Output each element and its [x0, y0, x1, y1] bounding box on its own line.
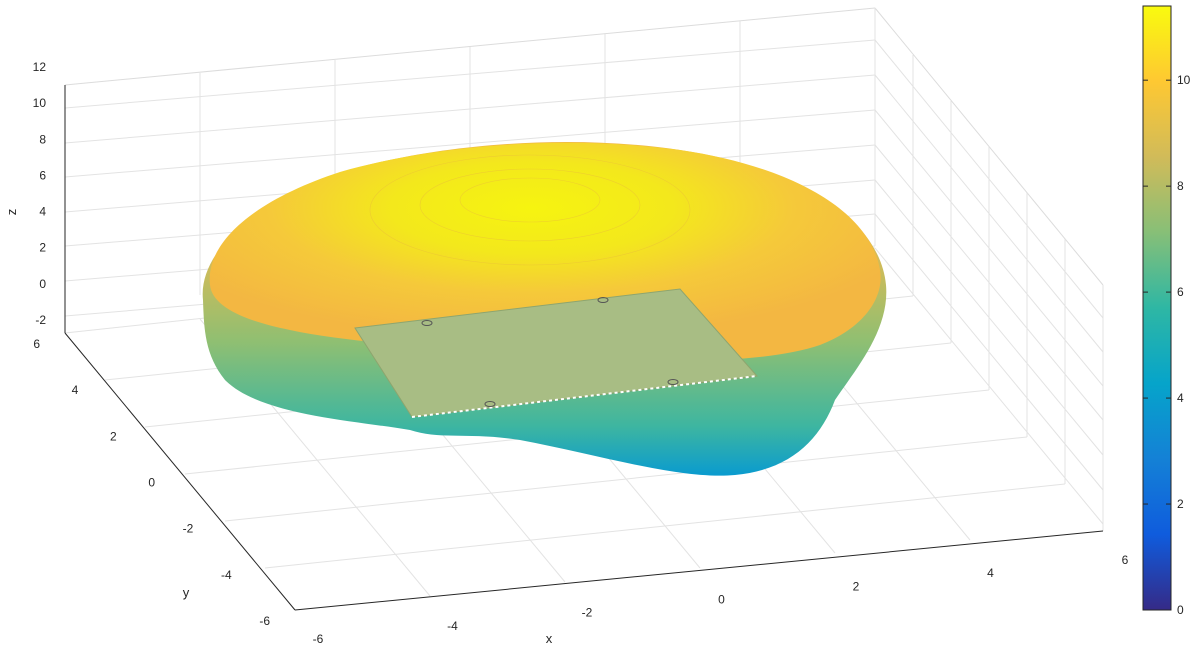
- z-tick-label: 8: [39, 132, 46, 146]
- y-tick-label: -6: [259, 614, 270, 628]
- colorbar-tick-label: 2: [1177, 497, 1184, 511]
- x-tick-label: 2: [853, 579, 860, 593]
- plane-marker: [667, 379, 679, 385]
- y-tick-label: -4: [221, 568, 232, 582]
- x-tick-label: -2: [582, 606, 593, 620]
- y-tick-label: 6: [33, 337, 40, 351]
- plane-marker: [597, 297, 609, 303]
- surface-top: [209, 142, 881, 361]
- plane-face: [354, 288, 759, 418]
- tick-labels: -2 0 2 4 6 8 10 12 -6 -4 -2 0 2 4 6 -6 -4 -2 0 2 4 6 x y z: [4, 60, 1129, 646]
- colorbar-tick-label: 4: [1177, 391, 1184, 405]
- colorbar-tick-label: 6: [1177, 285, 1184, 299]
- colorbar-ramp: [1142, 5, 1172, 611]
- y-tick-label: -2: [183, 522, 194, 536]
- colorbar: 0 2 4 6 8 10: [1142, 5, 1191, 617]
- colorbar-ticks: 0 2 4 6 8 10: [1143, 73, 1191, 617]
- axis-lines: [64, 85, 1104, 611]
- x-tick-label: 6: [1122, 553, 1129, 567]
- colorbar-tick-label: 0: [1177, 603, 1184, 617]
- x-tick-label: 0: [718, 593, 725, 607]
- z-tick-label: 12: [33, 60, 47, 74]
- z-tick-label: 0: [39, 277, 46, 291]
- y-tick-label: 4: [72, 383, 79, 397]
- plane-marker: [484, 401, 496, 407]
- y-tick-label: 2: [110, 429, 117, 443]
- z-tick-label: 10: [33, 96, 47, 110]
- z-tick-label: 4: [39, 205, 46, 219]
- plane-marker: [421, 320, 433, 326]
- z-tick-label: -2: [35, 313, 46, 327]
- y-tick-label: 0: [148, 476, 155, 490]
- z-tick-label: 2: [39, 241, 46, 255]
- x-axis-label: x: [546, 631, 553, 646]
- x-tick-label: -6: [313, 632, 324, 646]
- z-axis-label: z: [4, 209, 19, 216]
- colorbar-tick-label: 8: [1177, 179, 1184, 193]
- x-tick-label: 4: [987, 566, 994, 580]
- y-axis-label: y: [183, 585, 190, 600]
- x-tick-label: -4: [447, 619, 458, 633]
- colorbar-tick-label: 10: [1177, 73, 1191, 87]
- plane: [354, 288, 759, 418]
- z-tick-label: 6: [39, 168, 46, 182]
